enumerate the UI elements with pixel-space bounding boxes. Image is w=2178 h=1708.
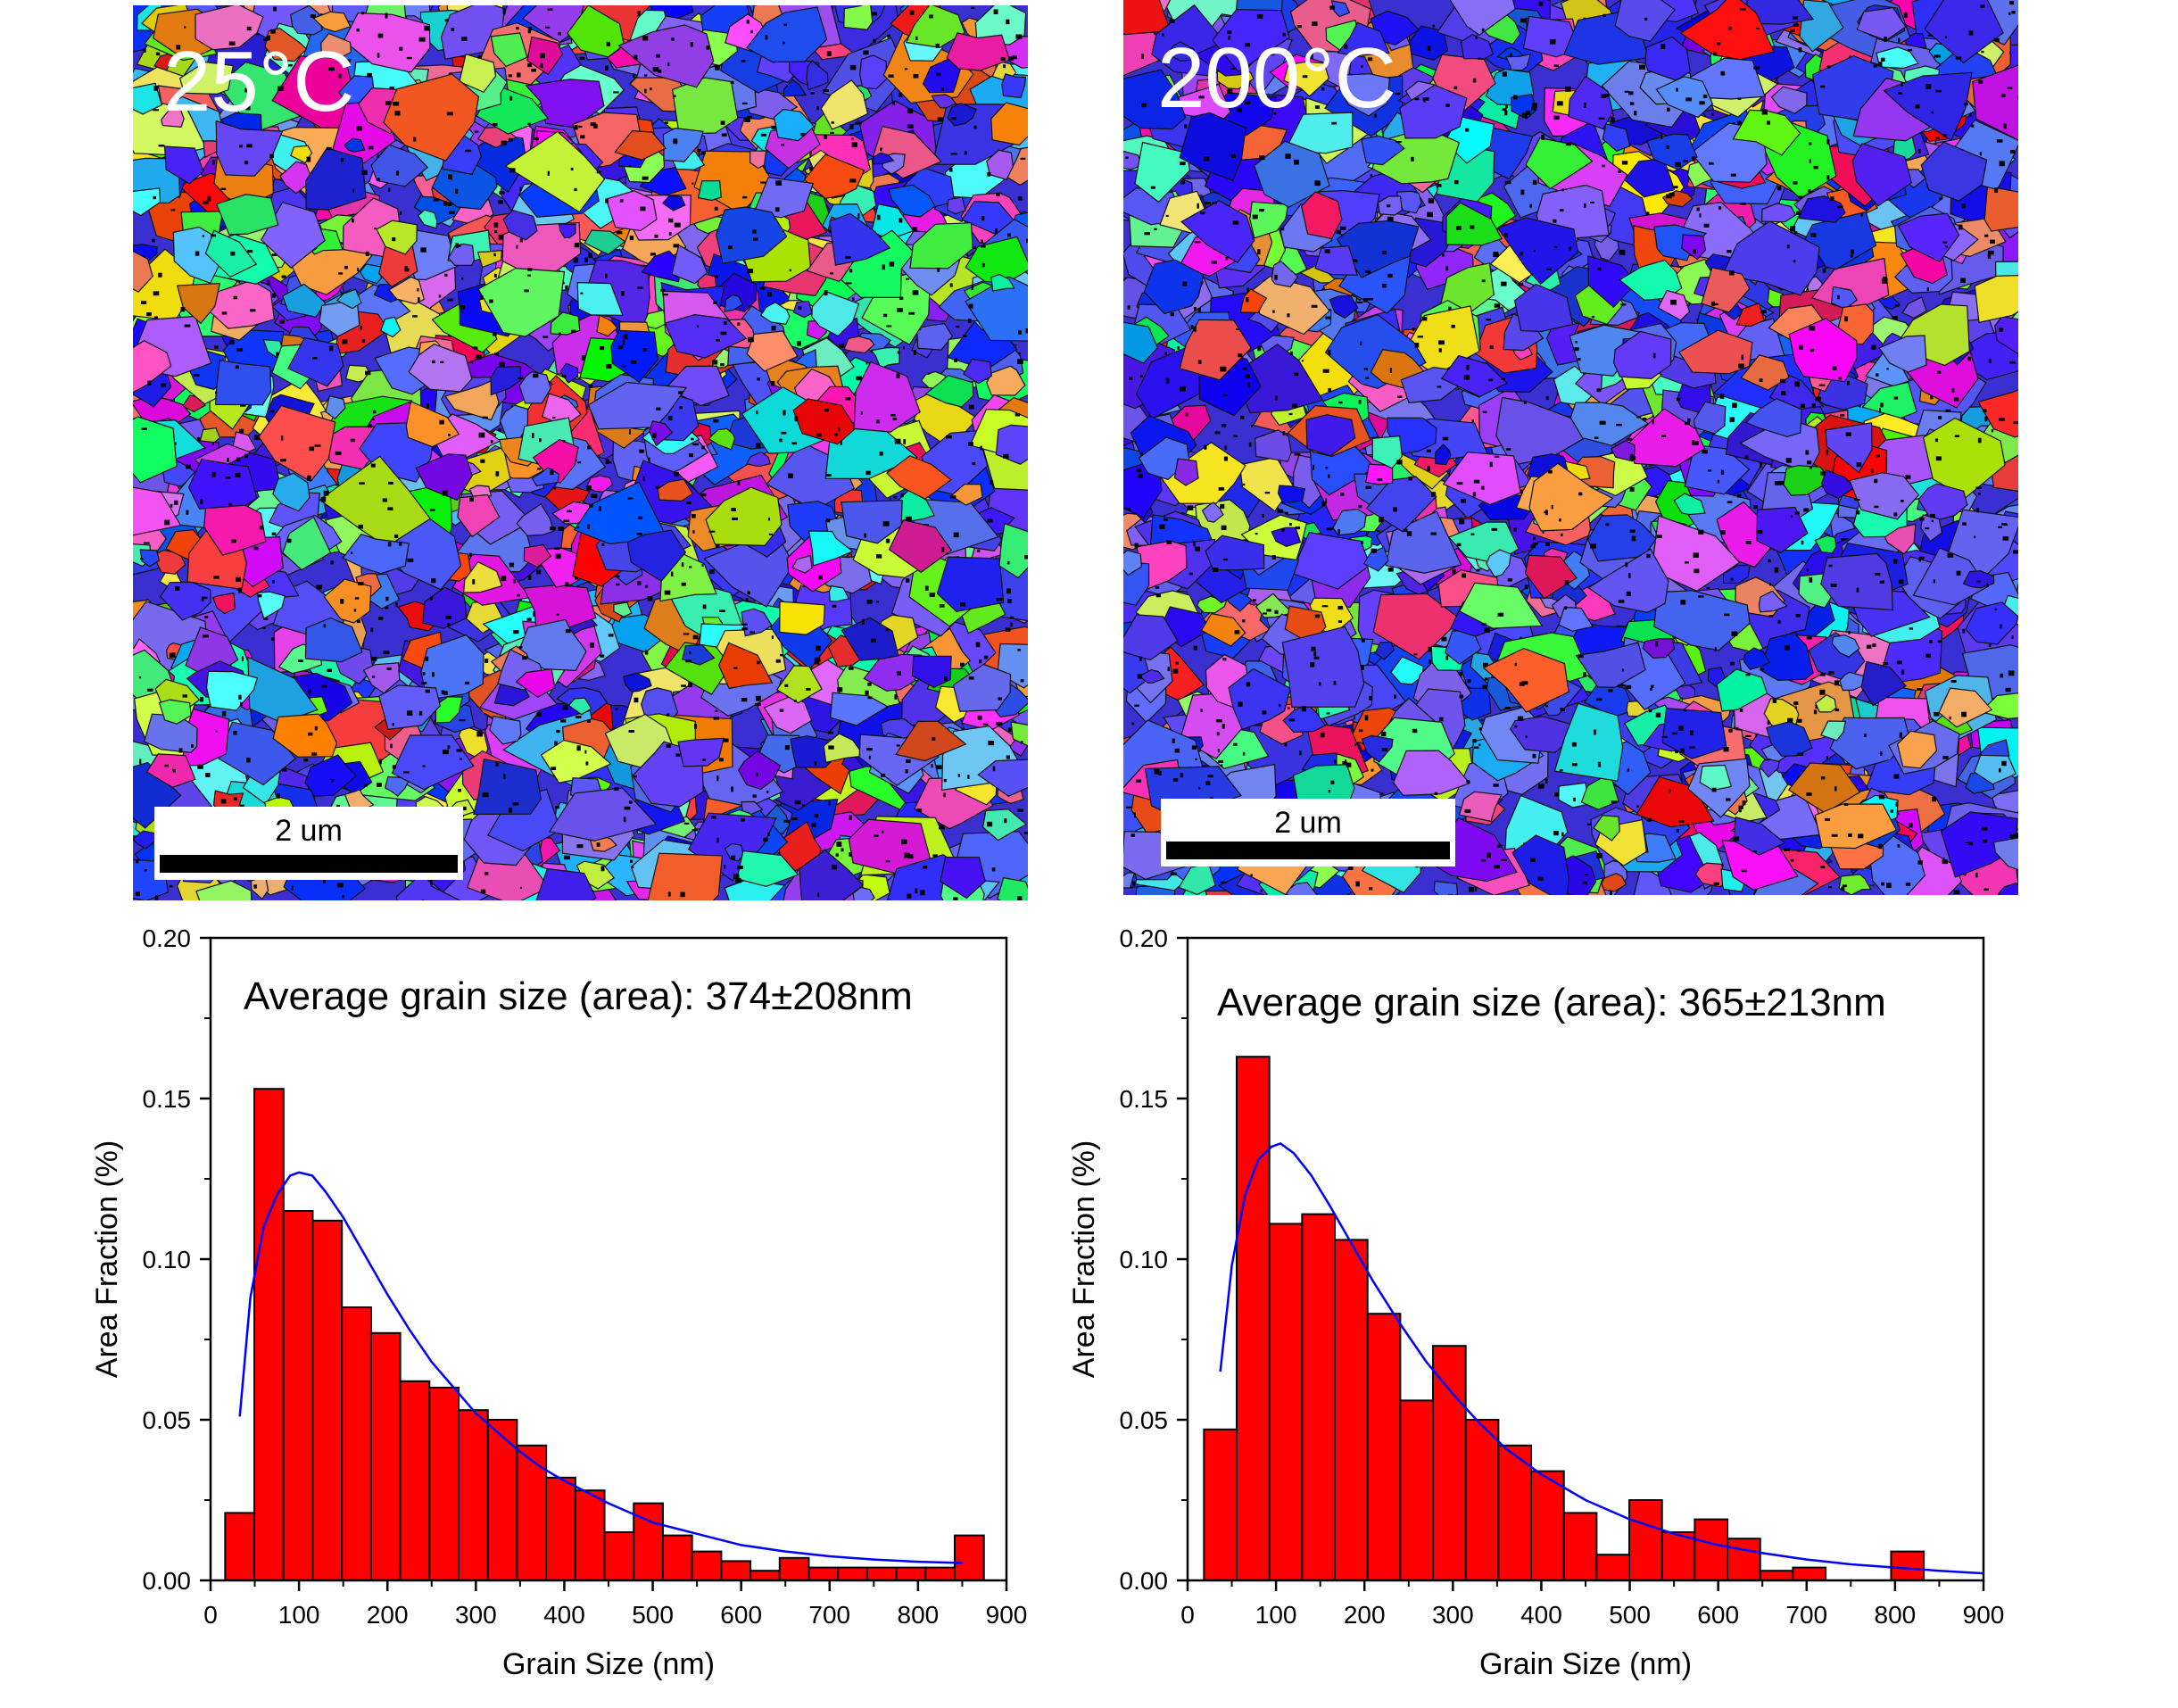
x-tick-label: 200: [367, 1601, 409, 1629]
y-tick-label: 0.10: [143, 1246, 192, 1273]
histogram-bar: [1464, 1419, 1500, 1581]
histogram-bar: [1399, 1399, 1435, 1582]
histogram-bar: [1562, 1512, 1598, 1582]
histogram-bar: [224, 1512, 256, 1582]
histogram-bar: [633, 1502, 664, 1581]
histogram-bar: [1432, 1345, 1467, 1581]
scale-bar-line: [1166, 842, 1450, 859]
y-tick-label: 0.05: [1120, 1406, 1169, 1434]
y-tick-label: 0.20: [1120, 924, 1169, 952]
histogram-bar: [778, 1556, 810, 1582]
x-tick-label: 900: [986, 1601, 1028, 1629]
histogram-bar: [399, 1380, 431, 1582]
histogram-bar: [603, 1531, 635, 1581]
ebsd-grain-texture: [133, 5, 1028, 900]
map-label: 200°C: [1157, 30, 1396, 126]
histogram-bar: [1203, 1428, 1238, 1582]
histogram-bar: [1268, 1223, 1304, 1582]
y-tick-label: 0.15: [143, 1085, 192, 1113]
histogram-bar: [1890, 1550, 1925, 1581]
histogram-bar: [1759, 1570, 1794, 1581]
histogram-bar: [486, 1419, 518, 1581]
histogram-bar: [1334, 1239, 1369, 1582]
map-label: 25°C: [163, 34, 355, 129]
y-tick-label: 0.20: [143, 924, 192, 952]
y-tick-label: 0.00: [143, 1567, 192, 1595]
histogram-bar: [954, 1534, 985, 1581]
x-tick-label: 0: [1180, 1601, 1195, 1629]
x-tick-label: 100: [278, 1601, 320, 1629]
y-axis-label: Area Fraction (%): [1067, 1140, 1101, 1378]
histogram-bar: [720, 1560, 752, 1582]
histogram-25c: 0 100 200 300 400 500 600 700 800 900 0.00 0.05 0.10…: [90, 924, 1027, 1681]
histogram-bar: [1595, 1554, 1631, 1581]
average-grain-size-annotation: Average grain size (area): 365±213nm: [1217, 981, 1886, 1024]
x-tick-label: 600: [720, 1601, 762, 1629]
histogram-bar: [1530, 1470, 1565, 1581]
fit-curve: [238, 1171, 963, 1564]
histogram-bar: [1236, 1056, 1271, 1581]
histogram-bar: [1628, 1499, 1663, 1581]
histogram-bar: [369, 1331, 402, 1582]
scale-bar-label: 2 um: [275, 814, 343, 848]
histogram-bar: [661, 1534, 693, 1581]
histogram-bar: [1660, 1531, 1696, 1581]
x-tick-label: 200: [1344, 1601, 1386, 1629]
histogram-bar: [1301, 1213, 1337, 1581]
histogram-bar: [253, 1088, 285, 1581]
histogram-bar: [282, 1210, 314, 1581]
y-axis-label: Area Fraction (%): [90, 1140, 124, 1378]
histogram-bar: [458, 1409, 489, 1581]
x-tick-label: 700: [808, 1601, 850, 1629]
histogram-bar: [895, 1566, 927, 1581]
histogram-bar: [1694, 1518, 1729, 1581]
x-tick-label: 800: [898, 1601, 940, 1629]
x-tick-label: 700: [1785, 1601, 1827, 1629]
ebsd-map-200c: 200°C 2 um: [1123, 0, 2018, 895]
y-tick-label: 0.15: [1120, 1085, 1169, 1113]
x-tick-label: 900: [1963, 1601, 2005, 1629]
scale-bar: 2 um: [1161, 799, 1455, 866]
histogram-bar: [311, 1219, 344, 1582]
x-tick-label: 300: [455, 1601, 497, 1629]
x-tick-label: 500: [1609, 1601, 1651, 1629]
x-tick-label: 500: [632, 1601, 674, 1629]
x-axis-label: Grain Size (nm): [1479, 1647, 1692, 1681]
x-tick-label: 100: [1255, 1601, 1297, 1629]
y-tick-label: 0.05: [143, 1406, 192, 1434]
histogram-bar: [807, 1566, 840, 1581]
fit-curve: [1219, 1141, 1984, 1575]
scale-bar-line: [160, 855, 458, 873]
x-tick-label: 800: [1875, 1601, 1917, 1629]
x-tick-label: 400: [1520, 1601, 1562, 1629]
histogram-bar: [1727, 1538, 1761, 1581]
histogram-bar: [574, 1489, 606, 1581]
histogram-bar: [865, 1566, 898, 1581]
histogram-bar: [1497, 1444, 1533, 1582]
histogram-bar: [1792, 1566, 1827, 1581]
ebsd-map-25c: 25°C 2 um: [133, 5, 1028, 900]
histogram-bar: [341, 1306, 372, 1581]
x-tick-label: 400: [543, 1601, 585, 1629]
scale-bar-label: 2 um: [1274, 806, 1342, 840]
histogram-bar: [545, 1476, 576, 1582]
histogram-bar: [516, 1444, 548, 1582]
x-tick-label: 0: [203, 1601, 218, 1629]
histogram-bar: [691, 1550, 723, 1581]
scale-bar: 2 um: [154, 807, 463, 880]
histogram-bar: [1366, 1313, 1402, 1581]
average-grain-size-annotation: Average grain size (area): 374±208nm: [244, 974, 913, 1018]
y-tick-label: 0.00: [1120, 1567, 1169, 1595]
y-tick-label: 0.10: [1120, 1246, 1169, 1273]
histogram-bar: [837, 1566, 868, 1581]
histogram-bar: [428, 1387, 460, 1581]
x-tick-label: 300: [1432, 1601, 1474, 1629]
histogram-200c: 0 100 200 300 400 500 600 700 800 900 0.00 0.05 0.10…: [1067, 924, 2004, 1681]
histogram-bar: [749, 1570, 781, 1581]
x-tick-label: 600: [1697, 1601, 1739, 1629]
histogram-bar: [924, 1566, 956, 1581]
x-axis-label: Grain Size (nm): [502, 1647, 715, 1681]
